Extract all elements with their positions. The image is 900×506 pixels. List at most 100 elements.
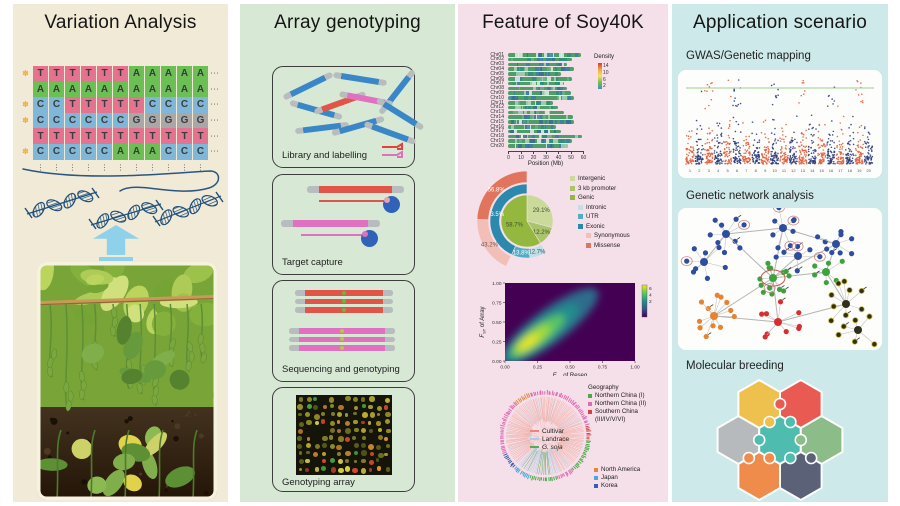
photo-content	[37, 262, 217, 500]
density-blobs	[505, 288, 599, 361]
gene-node	[767, 285, 773, 291]
chr-density-bar	[508, 110, 565, 115]
legend-item: Northern China (II)	[588, 400, 646, 408]
base-cell: T	[33, 128, 48, 144]
x-tick-label: 60	[580, 154, 587, 161]
base-cell: C	[113, 112, 128, 129]
dna-fragment	[282, 71, 334, 101]
chr-density-bar	[508, 62, 567, 67]
legend-label: Northern China (I)	[595, 392, 645, 399]
gene-node	[684, 258, 690, 264]
legend-item: Northern China (I)	[588, 392, 646, 400]
chr-axis-label: Chr18	[490, 133, 504, 140]
chr-density-bar	[508, 144, 568, 148]
gene-node	[841, 278, 848, 285]
gene-node	[702, 250, 709, 256]
chr-density-bar	[508, 53, 581, 57]
base-cell: T	[81, 128, 96, 144]
donut-slice	[476, 170, 528, 221]
base-cell: C	[81, 112, 96, 129]
base-cell: C	[81, 143, 96, 160]
x-tick	[508, 151, 509, 154]
puzzle-knob	[794, 433, 808, 447]
gene-node	[812, 272, 818, 278]
legend-item: Exonic	[578, 222, 630, 232]
x-tick-label: 0.75	[598, 365, 608, 371]
gene-node	[790, 228, 796, 234]
gene-node	[848, 251, 855, 257]
panel-title-application-scenario: Application scenario	[692, 12, 868, 33]
gene-node	[866, 313, 873, 320]
chr-axis-label: Chr09	[490, 89, 504, 96]
chr-tick-label: 15	[819, 168, 824, 173]
legend-label: Intronic	[586, 203, 607, 211]
gene-node	[707, 232, 713, 238]
hub-node	[832, 240, 840, 248]
x-tick-label: 0.25	[533, 365, 543, 371]
legend-label: UTR	[586, 213, 599, 220]
legend-item: North America	[594, 466, 640, 474]
donut-slice-label: 58.7%	[506, 223, 524, 229]
app-label-gwas: GWAS/Genetic mapping	[686, 50, 811, 62]
read-bar	[295, 290, 393, 296]
legend-label: 3 kb promoter	[578, 184, 617, 192]
gene-node	[830, 303, 837, 310]
base-cell: C	[97, 143, 112, 160]
snp-density-chart: Chr01 Chr02 Chr03 Chr04 Chr05 Chr06 Chr07 Chr08…	[458, 50, 668, 168]
variant-star-icon: ✽	[22, 116, 29, 126]
gene-node	[697, 325, 703, 331]
gene-node	[698, 299, 705, 305]
gene-node	[703, 333, 709, 340]
photo-border	[37, 262, 217, 500]
geography-legend-title: Geography	[588, 384, 619, 391]
donut-slice-label: 73.5%	[487, 212, 505, 218]
base-cell: T	[49, 128, 64, 144]
x-tick-label: 0	[507, 154, 510, 161]
base-cell: C	[193, 97, 208, 113]
legend-label: Southern China	[595, 408, 638, 415]
gene-node	[762, 334, 768, 340]
gene-node	[705, 305, 711, 312]
x-tick-label: 10	[518, 154, 524, 161]
annotation-donut-chart: 29.1% 12.2% 58.7% 12.7%13.8% 73.5% 43.2% 56.8%	[476, 170, 554, 267]
step-label: Genotyping array	[282, 477, 355, 488]
gene-node	[704, 275, 711, 281]
x-tick-label: 20	[530, 154, 537, 161]
chr-axis-label: Chr16	[490, 123, 504, 130]
read-bar	[289, 328, 395, 334]
hub-node	[779, 224, 787, 232]
chr-density-bar	[508, 77, 572, 81]
column-continuation-dots: ⋮	[100, 162, 109, 172]
dna-helix-segment	[24, 187, 100, 219]
legend-label: Synonymous	[594, 232, 630, 239]
gene-node	[807, 247, 813, 253]
base-cell: A	[65, 81, 80, 98]
base-cell: T	[49, 66, 64, 82]
chr-tick-label: 18	[848, 168, 853, 173]
gene-node	[828, 291, 835, 298]
legend-line	[530, 438, 539, 441]
donut-slice-label: 43.2%	[481, 242, 499, 248]
variant-star-icon	[19, 128, 32, 144]
dna-helix-illustration	[22, 168, 224, 230]
legend-swatch	[594, 468, 598, 472]
gene-node	[710, 323, 716, 329]
colorbar-tick: 4	[649, 293, 652, 299]
chr-tick-label: 6	[736, 168, 739, 173]
gene-node	[721, 249, 728, 256]
gene-node	[829, 249, 835, 256]
gene-node	[732, 238, 738, 244]
column-continuation-dots: ⋮	[180, 162, 189, 172]
streptavidin-bead	[383, 196, 400, 213]
base-cell: G	[161, 112, 176, 129]
chr-axis-label: Chr01	[490, 51, 504, 58]
base-cell: A	[193, 66, 208, 82]
gene-node	[775, 245, 781, 251]
gene-node	[731, 313, 737, 320]
base-cell: T	[97, 97, 112, 113]
streptavidin-bead	[361, 230, 378, 247]
colorbar	[641, 284, 648, 318]
step-library-labelling: Library and labelling	[272, 66, 425, 168]
chr-axis-label: Chr06	[490, 75, 504, 82]
panel-feature-soy40k: Feature of Soy40K Chr01 Chr02 Chr03 Chr04 Ch…	[458, 4, 668, 502]
